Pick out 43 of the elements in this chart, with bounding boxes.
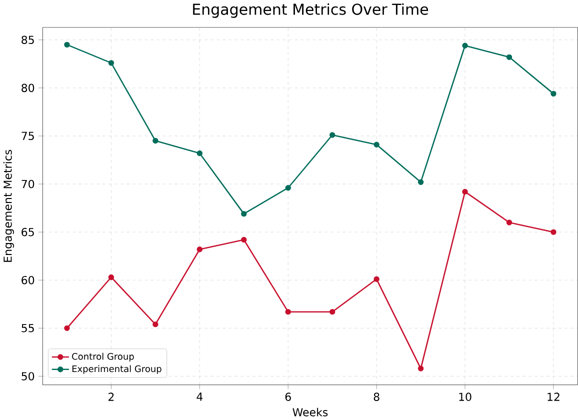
point — [329, 309, 336, 315]
point — [462, 42, 468, 49]
point — [506, 220, 512, 226]
point — [506, 54, 512, 60]
x-tick-label: 12 — [548, 392, 560, 401]
y-tick-label: 65 — [22, 228, 34, 236]
point — [550, 90, 556, 97]
point — [152, 322, 158, 328]
point — [550, 229, 556, 236]
y-tick-label: 75 — [22, 132, 34, 140]
x-tick-label: 6 — [285, 392, 291, 402]
x-axis-title: Weeks — [292, 408, 328, 417]
point — [285, 309, 291, 315]
point — [418, 366, 424, 372]
point — [196, 246, 203, 252]
point — [108, 274, 114, 280]
point — [196, 150, 203, 156]
y-axis-title: Engagement Metrics — [3, 150, 14, 262]
point — [374, 276, 380, 282]
x-tick-label: 2 — [108, 392, 114, 401]
chart-title: Engagement Metrics Over Time — [193, 3, 428, 18]
point — [374, 142, 380, 148]
y-tick-label: 85 — [22, 36, 34, 44]
point — [152, 138, 158, 144]
point — [462, 189, 468, 195]
point — [241, 211, 247, 217]
point — [64, 325, 70, 332]
x-tick-label: 10 — [459, 392, 472, 402]
x-tick-label: 8 — [374, 392, 380, 402]
x-tick-label: 4 — [196, 392, 203, 401]
y-tick-label: 70 — [22, 180, 34, 188]
point — [108, 60, 114, 66]
y-tick-label: 80 — [22, 84, 34, 92]
legend-label: Control Group — [72, 352, 134, 362]
point — [64, 42, 70, 48]
y-tick-label: 60 — [22, 276, 34, 284]
point — [241, 237, 247, 243]
point — [329, 132, 336, 138]
y-tick-label: 50 — [22, 372, 34, 381]
point — [418, 179, 424, 186]
y-tick-label: 55 — [22, 324, 34, 332]
legend-label: Experimental Group — [72, 365, 162, 374]
point — [285, 185, 291, 191]
